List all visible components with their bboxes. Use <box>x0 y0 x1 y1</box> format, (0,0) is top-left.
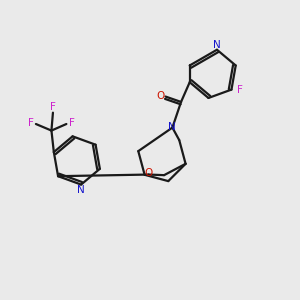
Text: O: O <box>144 168 153 178</box>
Text: N: N <box>77 185 85 195</box>
Text: F: F <box>68 118 74 128</box>
Text: F: F <box>237 85 243 94</box>
Text: N: N <box>168 122 176 132</box>
Text: F: F <box>50 102 56 112</box>
Text: N: N <box>213 40 221 50</box>
Text: O: O <box>156 91 165 101</box>
Text: F: F <box>28 118 34 128</box>
